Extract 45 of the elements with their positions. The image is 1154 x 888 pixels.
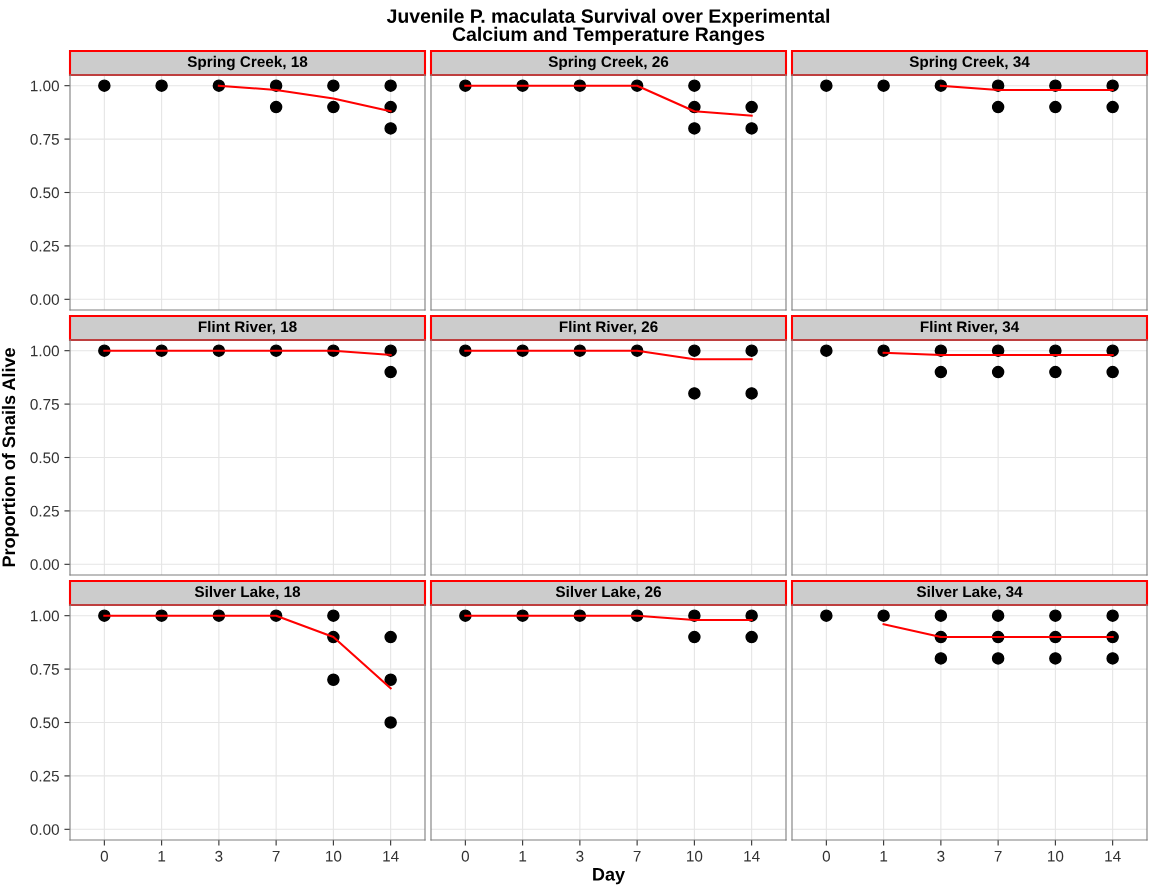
x-tick-label: 10 (326, 850, 342, 862)
x-tick-label: 1 (158, 850, 166, 862)
x-tick-label: 0 (461, 850, 470, 862)
x-tick-label: 7 (633, 850, 641, 862)
x-tick-label: 10 (1048, 850, 1064, 862)
x-axis-title: Day (593, 868, 625, 885)
y-tick-label: 0.50 (30, 717, 59, 729)
chart-subtitle: Spring Creek, 34 (909, 55, 1030, 71)
x-tick-label: 1 (880, 850, 888, 862)
x-tick-label: 14 (1105, 850, 1121, 862)
x-tick-label: 0 (822, 850, 831, 862)
y-tick-label: 0.25 (30, 770, 59, 782)
y-tick-label: 0.00 (30, 559, 59, 570)
chart-subtitle: Flint River, 18 (198, 320, 297, 335)
x-tick-label: 14 (383, 850, 399, 862)
y-tick-label: 0.50 (30, 187, 59, 199)
x-tick-label: 1 (519, 850, 527, 862)
y-tick-label: 0.75 (30, 133, 59, 145)
x-tick-label: 7 (994, 850, 1002, 862)
y-tick-label: 0.75 (30, 398, 59, 410)
x-tick-label: 0 (100, 850, 109, 862)
x-tick-label: 7 (272, 850, 280, 862)
x-tick-label: 3 (937, 850, 945, 862)
chart-title: Juvenile P. maculata Survival over Experimental Calcium and Temperature Ranges (386, 8, 830, 45)
y-tick-label: 0.25 (30, 505, 59, 517)
x-tick-label: 3 (215, 850, 223, 862)
y-tick-label: 0.50 (30, 452, 59, 464)
y-tick-label: 1.00 (31, 610, 59, 622)
y-tick-label: 0.75 (30, 663, 59, 675)
chart-subtitle: Spring Creek, 18 (187, 55, 308, 71)
chart-subtitle: Silver Lake, 18 (194, 585, 301, 600)
x-tick-label: 14 (744, 850, 760, 862)
y-tick-label: 1.00 (31, 345, 59, 357)
chart-subtitle: Silver Lake, 26 (555, 585, 662, 600)
chart-subtitle: Flint River, 34 (920, 320, 1020, 335)
y-tick-label: 0.00 (30, 824, 59, 835)
x-tick-label: 10 (687, 850, 703, 862)
y-axis-title: Proportion of Snails Alive (1, 348, 19, 567)
chart-subtitle: Flint River, 26 (559, 320, 658, 335)
chart-subtitle: Silver Lake, 34 (916, 585, 1023, 600)
y-tick-label: 0.00 (30, 294, 59, 305)
chart-subtitle: Spring Creek, 26 (548, 55, 669, 71)
y-tick-label: 0.25 (30, 240, 59, 252)
y-tick-label: 1.00 (31, 80, 59, 92)
x-tick-label: 3 (576, 850, 584, 862)
